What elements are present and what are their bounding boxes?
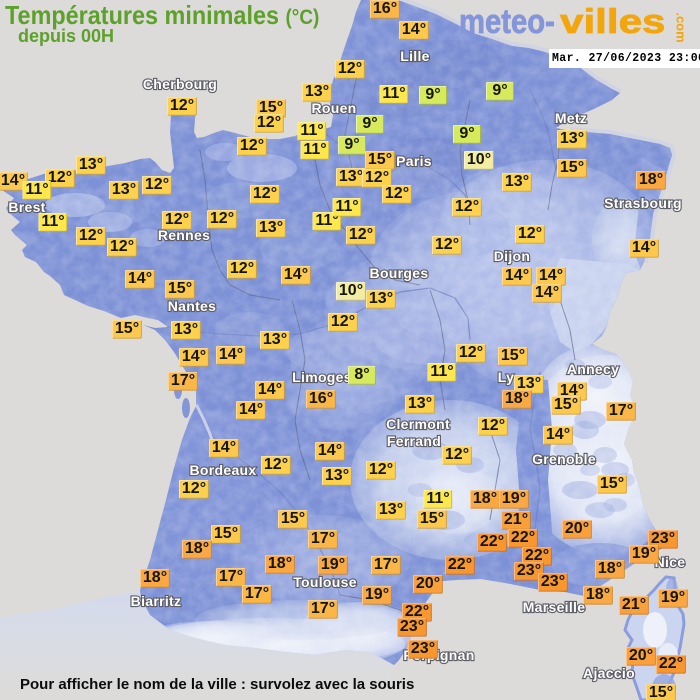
- svg-text:Marseille: Marseille: [523, 599, 586, 615]
- svg-text:Annecy: Annecy: [567, 361, 619, 377]
- svg-text:Grenoble: Grenoble: [532, 451, 596, 467]
- svg-text:Nice: Nice: [655, 554, 686, 570]
- svg-text:Ly: Ly: [498, 369, 514, 385]
- svg-text:Paris: Paris: [396, 153, 432, 169]
- svg-text:Rennes: Rennes: [158, 227, 210, 243]
- svg-text:Biarritz: Biarritz: [131, 593, 182, 609]
- svg-text:Strasbourg: Strasbourg: [604, 195, 682, 211]
- svg-text:Lille: Lille: [400, 48, 430, 64]
- svg-text:Bordeaux: Bordeaux: [190, 462, 257, 478]
- svg-text:Bourges: Bourges: [370, 265, 429, 281]
- svg-text:Limoges: Limoges: [292, 369, 352, 385]
- svg-text:Brest: Brest: [8, 199, 45, 215]
- svg-text:Toulouse: Toulouse: [293, 574, 357, 590]
- svg-text:Dijon: Dijon: [494, 248, 531, 264]
- svg-text:Clermont: Clermont: [386, 416, 450, 432]
- svg-text:Nantes: Nantes: [168, 298, 216, 314]
- svg-text:Cherbourg: Cherbourg: [143, 76, 217, 92]
- svg-text:Ajaccio: Ajaccio: [583, 665, 635, 681]
- svg-text:Metz: Metz: [555, 110, 587, 126]
- svg-text:Ferrand: Ferrand: [387, 433, 441, 449]
- svg-text:Rouen: Rouen: [311, 100, 356, 116]
